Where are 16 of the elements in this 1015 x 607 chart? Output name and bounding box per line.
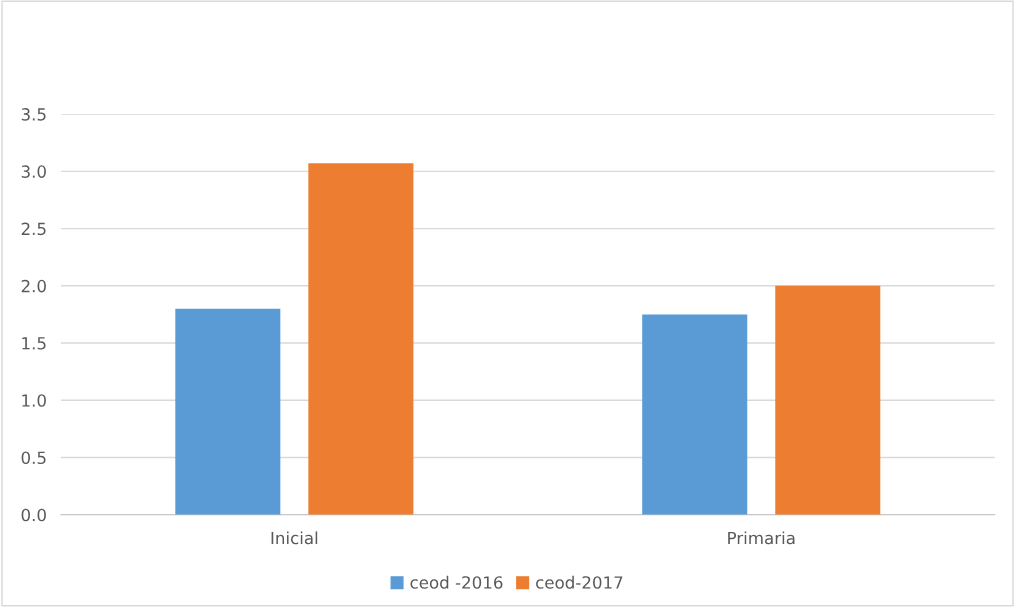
bar: [775, 285, 881, 515]
y-tick-label: 3.5: [21, 108, 46, 121]
y-tick-label: 1.5: [22, 337, 46, 350]
legend-label: ceod -2016: [410, 575, 503, 589]
bar: [175, 308, 281, 515]
x-tick-label: Inicial: [271, 531, 318, 545]
y-tick-label: 2.0: [21, 279, 46, 293]
y-tick-label: 2.5: [21, 222, 46, 236]
legend-label: ceod-2017: [536, 575, 623, 589]
y-tick-label: 0.0: [21, 508, 46, 522]
y-tick-label: 1.0: [22, 394, 46, 407]
x-tick-label: Primaria: [728, 531, 795, 545]
y-tick-label: 0.5: [21, 451, 46, 465]
bar: [642, 314, 748, 515]
bar: [308, 163, 414, 515]
y-tick-label: 3.0: [21, 165, 46, 178]
